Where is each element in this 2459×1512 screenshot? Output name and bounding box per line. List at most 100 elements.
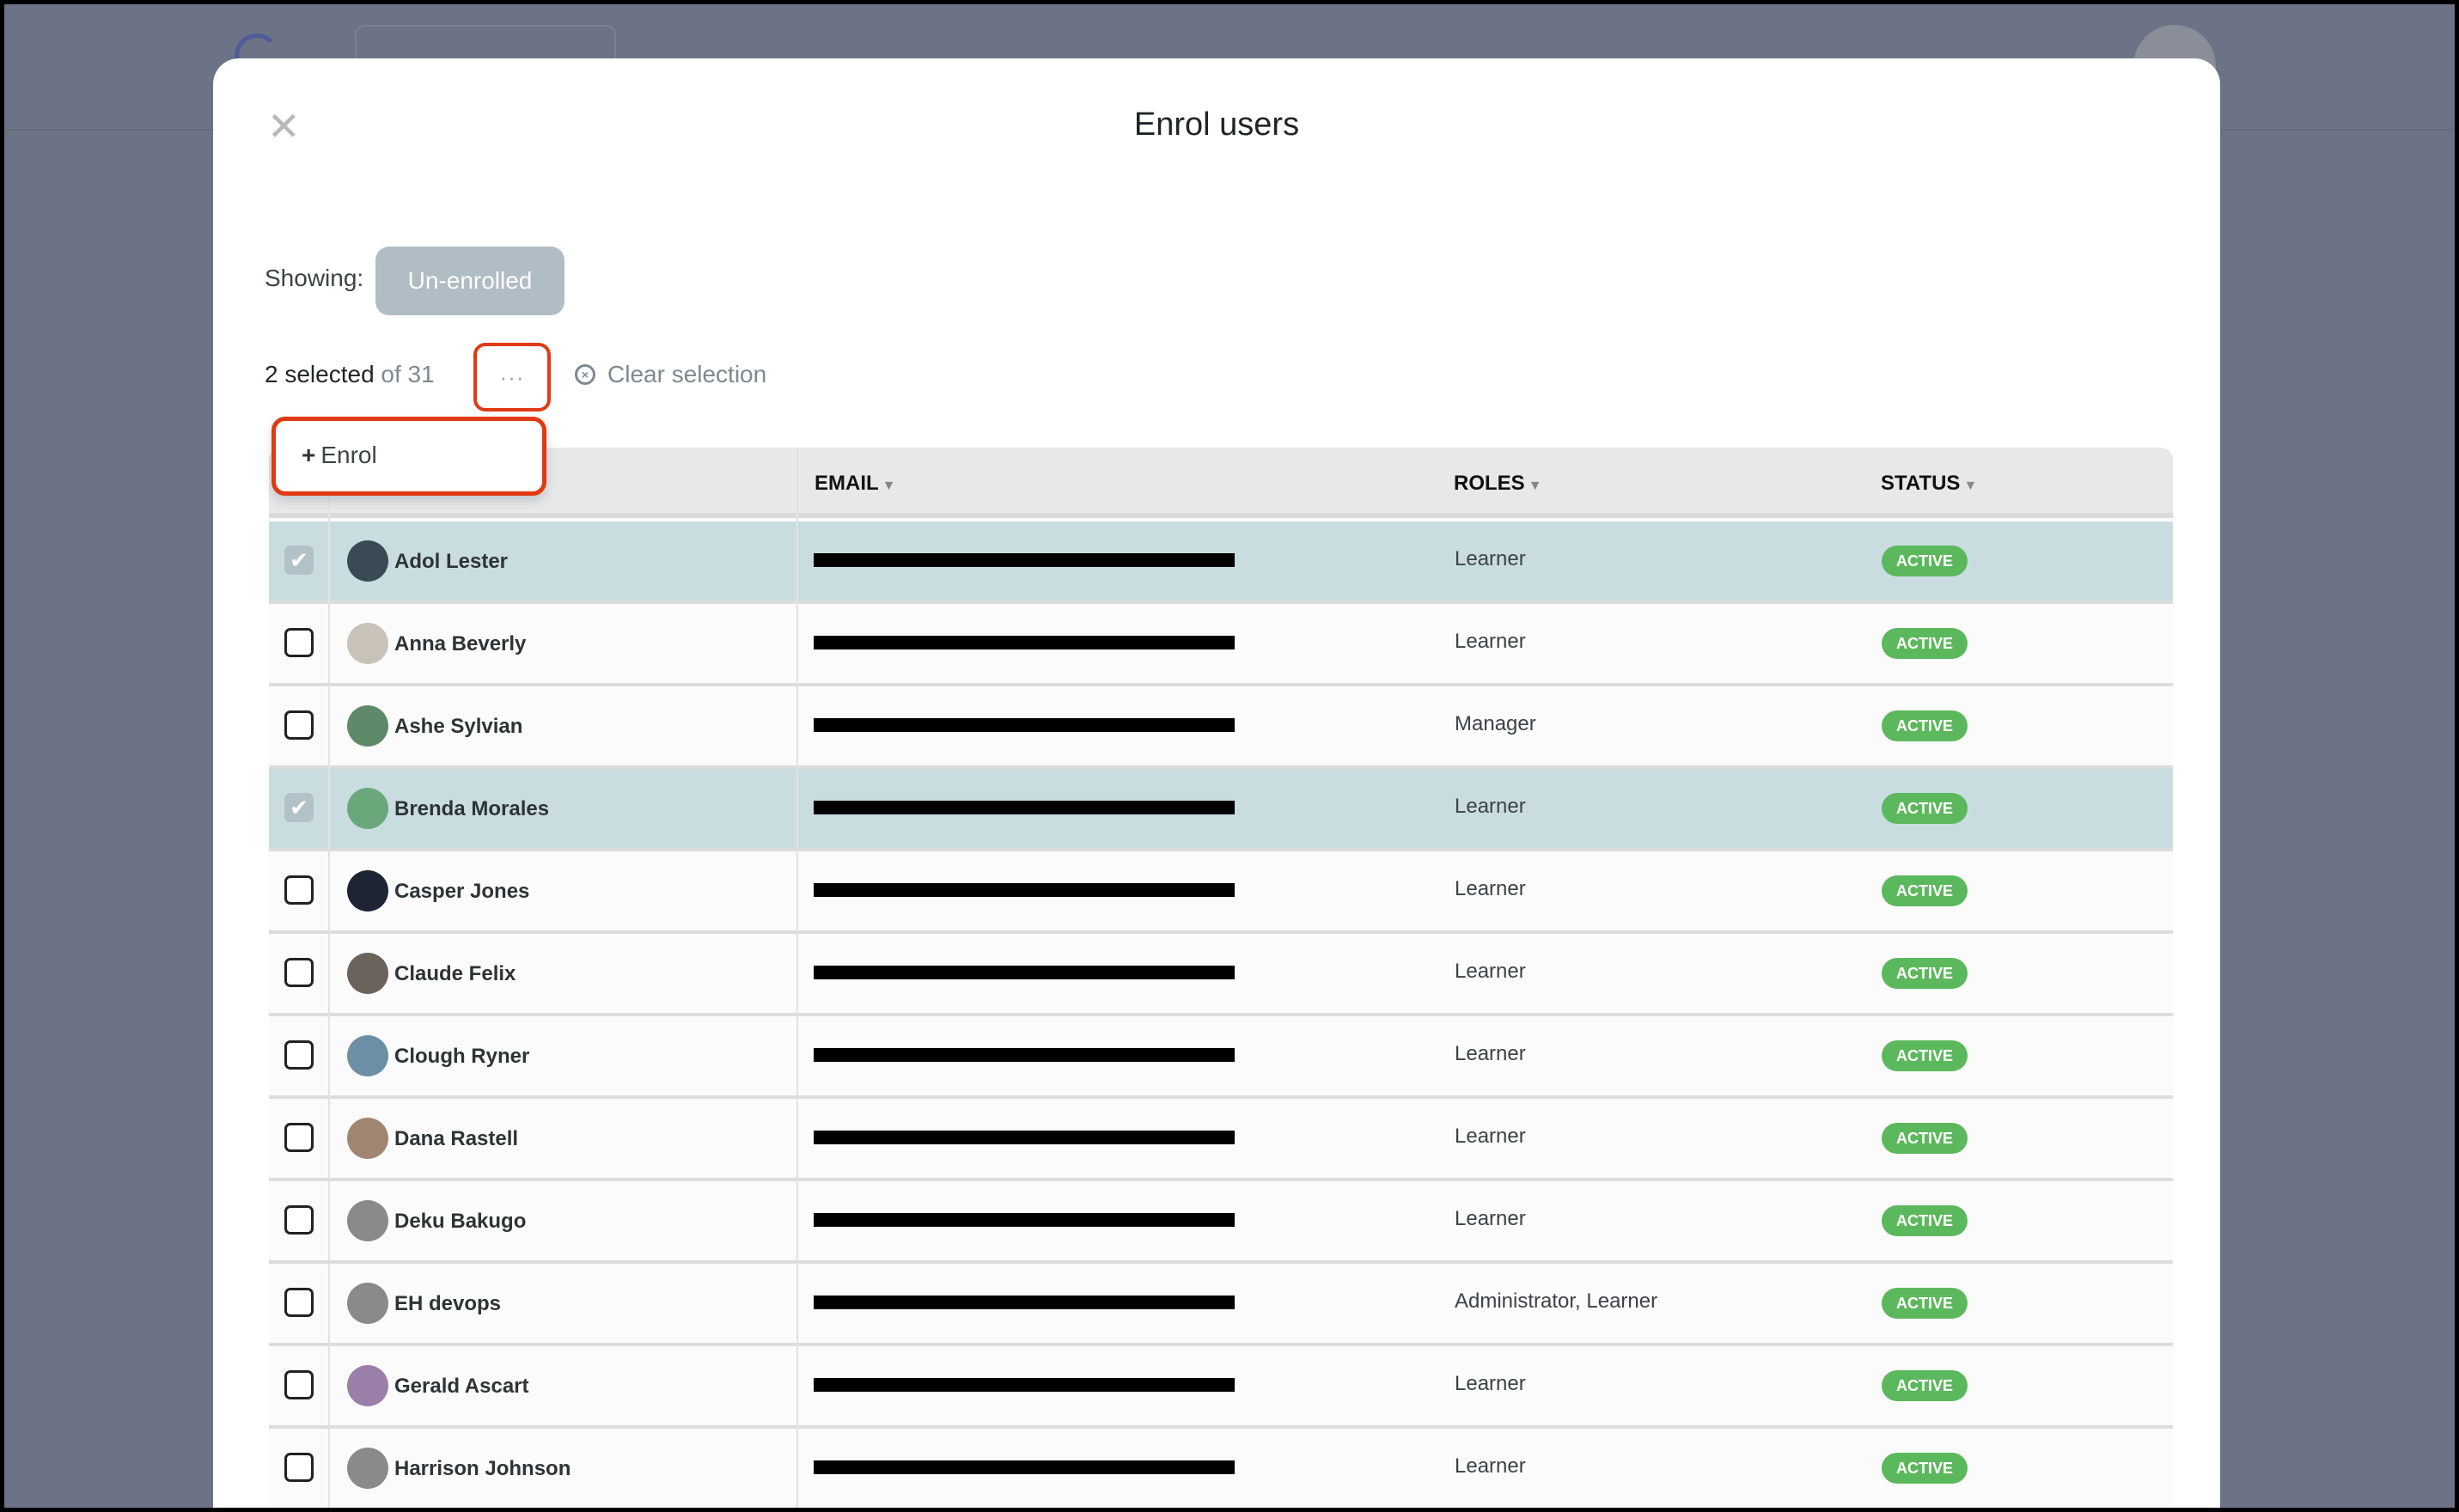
- clear-selection-label: Clear selection: [607, 361, 767, 387]
- user-name: Clough Ryner: [394, 1045, 530, 1068]
- showing-label: Showing:: [265, 265, 364, 291]
- table-header: EMAIL ▼ ROLES ▼ STATUS ▼: [269, 448, 2173, 518]
- status-header-label: STATUS: [1881, 472, 1961, 495]
- status-badge: ACTIVE: [1882, 1453, 1968, 1484]
- table-row[interactable]: Claude Felix Learner ACTIVE: [269, 934, 2173, 1016]
- close-icon[interactable]: ✕: [267, 104, 301, 149]
- row-checkbox[interactable]: [284, 1123, 314, 1152]
- table-row[interactable]: Harrison Johnson Learner ACTIVE: [269, 1429, 2173, 1508]
- row-checkbox[interactable]: [284, 628, 314, 657]
- table-row[interactable]: ✔ Brenda Morales Learner ACTIVE: [269, 769, 2173, 851]
- user-name: Claude Felix: [394, 962, 516, 985]
- status-badge: ACTIVE: [1882, 1288, 1968, 1319]
- table-row[interactable]: Clough Ryner Learner ACTIVE: [269, 1016, 2173, 1099]
- row-checkbox[interactable]: [284, 1205, 314, 1235]
- redacted-email: [814, 801, 1235, 814]
- redacted-email: [814, 1048, 1235, 1062]
- plus-icon: +: [302, 442, 316, 468]
- status-badge: ACTIVE: [1882, 1370, 1968, 1401]
- avatar: [347, 1283, 388, 1324]
- selection-count: 2 selected of 31: [265, 361, 435, 388]
- redacted-email: [814, 883, 1235, 897]
- row-checkbox[interactable]: ✔: [284, 546, 314, 575]
- avatar: [347, 540, 388, 582]
- user-name: Adol Lester: [394, 550, 509, 573]
- sort-caret-icon: ▼: [1963, 479, 1978, 493]
- clear-selection-button[interactable]: × Clear selection: [575, 361, 766, 388]
- avatar: [347, 953, 388, 994]
- modal-title: Enrol users: [1133, 107, 1300, 143]
- avatar: [347, 788, 388, 829]
- more-actions-button[interactable]: ···: [473, 343, 551, 412]
- user-roles: Learner: [1455, 630, 1526, 653]
- enrol-label: Enrol: [320, 442, 377, 468]
- avatar: [347, 705, 388, 747]
- actions-dropdown: + Enrol: [272, 417, 546, 496]
- table-row[interactable]: Casper Jones Learner ACTIVE: [269, 851, 2173, 934]
- roles-column-header[interactable]: ROLES ▼: [1454, 472, 1542, 496]
- avatar: [347, 1200, 388, 1241]
- user-name: Ashe Sylvian: [394, 715, 523, 738]
- user-roles: Learner: [1455, 1207, 1526, 1230]
- row-checkbox[interactable]: [284, 1288, 314, 1317]
- row-checkbox[interactable]: [284, 875, 314, 905]
- user-roles: Learner: [1455, 795, 1526, 818]
- table-row[interactable]: Dana Rastell Learner ACTIVE: [269, 1099, 2173, 1181]
- user-name: Harrison Johnson: [394, 1457, 571, 1480]
- row-checkbox[interactable]: [284, 1370, 314, 1399]
- user-roles: Learner: [1455, 877, 1526, 900]
- user-roles: Administrator, Learner: [1455, 1289, 1658, 1313]
- status-badge: ACTIVE: [1882, 546, 1968, 576]
- column-divider: [796, 448, 798, 1508]
- user-roles: Learner: [1455, 960, 1526, 983]
- user-name: Anna Beverly: [394, 632, 527, 655]
- table-row[interactable]: EH devops Administrator, Learner ACTIVE: [269, 1264, 2173, 1346]
- status-badge: ACTIVE: [1882, 1123, 1968, 1154]
- status-badge: ACTIVE: [1882, 1040, 1968, 1071]
- row-checkbox[interactable]: ✔: [284, 793, 314, 822]
- user-roles: Learner: [1455, 1125, 1526, 1148]
- status-badge: ACTIVE: [1882, 875, 1968, 906]
- status-column-header[interactable]: STATUS ▼: [1881, 472, 1977, 496]
- sort-caret-icon: ▼: [1528, 479, 1542, 493]
- column-divider: [328, 448, 330, 1508]
- user-name: Casper Jones: [394, 880, 530, 903]
- ellipsis-icon: ···: [499, 363, 525, 390]
- user-roles: Learner: [1455, 1454, 1526, 1478]
- row-checkbox[interactable]: [284, 1453, 314, 1482]
- user-roles: Manager: [1455, 712, 1536, 735]
- row-checkbox[interactable]: [284, 958, 314, 987]
- table-row[interactable]: Anna Beverly Learner ACTIVE: [269, 604, 2173, 686]
- table-row[interactable]: ✔ Adol Lester Learner ACTIVE: [269, 521, 2173, 604]
- avatar: [347, 1035, 388, 1076]
- selected-count: 2 selected: [265, 361, 375, 387]
- email-column-header[interactable]: EMAIL ▼: [815, 472, 896, 496]
- redacted-email: [814, 1460, 1235, 1474]
- table-row[interactable]: Deku Bakugo Learner ACTIVE: [269, 1181, 2173, 1264]
- status-badge: ACTIVE: [1882, 1205, 1968, 1236]
- user-name: Deku Bakugo: [394, 1210, 527, 1233]
- status-badge: ACTIVE: [1882, 958, 1968, 989]
- avatar: [347, 1448, 388, 1489]
- enrol-users-modal: ✕ Enrol users Showing: Un-enrolled 2 sel…: [213, 58, 2220, 1508]
- total-count: of 31: [381, 361, 435, 387]
- user-name: Gerald Ascart: [394, 1375, 529, 1398]
- avatar: [347, 870, 388, 911]
- enrolment-filter-button[interactable]: Un-enrolled: [375, 247, 564, 315]
- status-badge: ACTIVE: [1882, 793, 1968, 824]
- user-roles: Learner: [1455, 1042, 1526, 1065]
- roles-header-label: ROLES: [1454, 472, 1525, 495]
- table-row[interactable]: Ashe Sylvian Manager ACTIVE: [269, 686, 2173, 769]
- status-badge: ACTIVE: [1882, 628, 1968, 659]
- row-checkbox[interactable]: [284, 710, 314, 740]
- table-row[interactable]: Gerald Ascart Learner ACTIVE: [269, 1346, 2173, 1429]
- app-backdrop: ✕ Enrol users Showing: Un-enrolled 2 sel…: [4, 4, 2455, 1508]
- redacted-email: [814, 1296, 1235, 1309]
- row-checkbox[interactable]: [284, 1040, 314, 1070]
- avatar: [347, 623, 388, 664]
- redacted-email: [814, 1131, 1235, 1144]
- user-roles: Learner: [1455, 1372, 1526, 1395]
- enrol-menu-item[interactable]: + Enrol: [302, 442, 377, 469]
- redacted-email: [814, 718, 1235, 732]
- email-header-label: EMAIL: [815, 472, 879, 495]
